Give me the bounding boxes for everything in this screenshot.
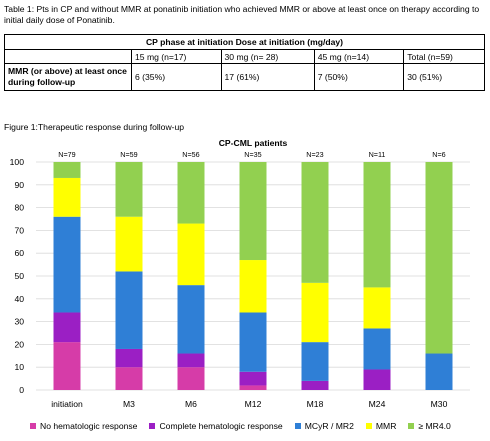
table-col-15mg: 15 mg (n=17) [131,49,222,64]
bar-segment [53,177,81,217]
legend-item: MMR [365,421,397,431]
legend-item: Complete hematologic response [149,421,283,431]
bar-segment [425,353,453,390]
bar-segment [239,162,267,261]
legend-label: Complete hematologic response [159,421,283,431]
x-tick-label: initiation [51,399,83,409]
table-col-45mg: 45 mg (n=14) [313,49,405,64]
bar-segment [363,369,391,390]
legend-item: ≥ MR4.0 [408,421,451,431]
table-corner-cell [4,49,132,64]
legend-label: MCyR / MR2 [304,421,354,431]
table-col-total: Total (n=59) [403,49,485,64]
legend-swatch [365,423,372,429]
bar-segment [115,367,143,390]
legend-label: ≥ MR4.0 [418,421,451,431]
legend-item: MCyR / MR2 [294,421,354,431]
figure-caption: Figure 1:Therapeutic response during fol… [4,122,185,132]
y-tick-label: 30 [14,317,24,327]
bar-segment [239,385,267,390]
bar-segment [363,328,391,370]
bar-segment [425,162,453,354]
legend-swatch [30,423,36,429]
bar-segment [177,162,205,224]
table-row-label: MMR (or above) at least once during foll… [4,63,132,91]
bar-segment [177,367,205,390]
n-label: N=56 [182,150,199,159]
n-label: N=79 [58,150,75,159]
bar-segment [301,380,329,390]
x-tick-label: M30 [431,399,448,409]
chart-legend: No hematologic response Complete hematolo… [30,421,490,431]
bar-segment [363,162,391,288]
bar-segment [239,312,267,372]
n-label: N=6 [432,150,445,159]
y-tick-label: 50 [14,271,24,281]
table-cell-45mg: 7 (50%) [313,63,405,91]
y-tick-label: 10 [14,362,24,372]
table-cell-15mg: 6 (35%) [131,63,222,91]
bar-segment [177,353,205,368]
y-tick-label: 80 [14,203,24,213]
bar-segment [301,282,329,343]
bar-segment [53,342,81,390]
table-col-30mg: 30 mg (n= 28) [220,49,315,64]
bar-segment [53,162,81,178]
x-tick-label: M3 [123,399,135,409]
bar-segment [239,371,267,386]
table-caption: Table 1: Pts in CP and without MMR at po… [4,4,480,25]
x-tick-label: M6 [185,399,197,409]
bar-segment [177,223,205,286]
bar-segment [53,312,81,343]
legend-label: No hematologic response [40,421,138,431]
bar-segment [301,162,329,283]
y-tick-label: 20 [14,339,24,349]
bar-segment [115,162,143,217]
legend-swatch [149,423,156,429]
chart-title: CP-CML patients [219,138,288,148]
bar-segment [239,260,267,313]
table-cell-total: 30 (51%) [403,63,485,91]
bar-segment [53,216,81,313]
bar-segment [177,285,205,354]
results-table: CP phase at initiation Dose at initiatio… [4,34,485,91]
x-tick-label: M18 [307,399,324,409]
n-label: N=23 [306,150,323,159]
stacked-bar-chart: CP-CML patients 0 10 20 30 40 50 60 70 80 90 100 N=7… [10,138,470,409]
table-header: CP phase at initiation Dose at initiatio… [4,34,485,50]
legend-item: No hematologic response [30,421,137,431]
x-tick-label: M12 [245,399,262,409]
n-label: N=11 [369,150,386,159]
n-label: N=35 [244,150,261,159]
y-tick-label: 0 [19,385,24,395]
x-tick-label: M24 [369,399,386,409]
y-tick-label: 90 [14,180,24,190]
bar-segment [115,348,143,368]
y-tick-label: 60 [14,248,24,258]
bar-segment [363,287,391,329]
legend-swatch [294,423,301,429]
legend-swatch [408,423,415,429]
n-label: N=59 [120,150,137,159]
bar-segment [301,342,329,381]
table-cell-30mg: 17 (61%) [220,63,315,91]
y-tick-label: 100 [10,157,25,167]
y-tick-label: 40 [14,294,24,304]
y-tick-label: 70 [14,225,24,235]
bar-segment [115,271,143,349]
legend-label: MMR [375,421,397,431]
bar-segment [115,216,143,272]
